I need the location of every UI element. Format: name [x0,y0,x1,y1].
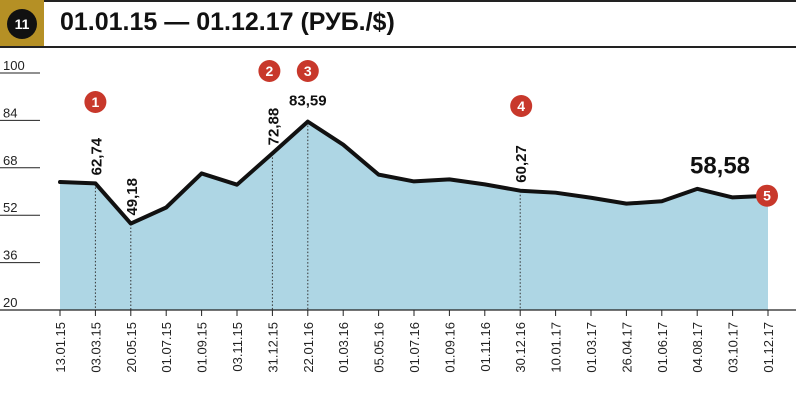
y-tick-label: 36 [3,248,17,263]
marker-number: 1 [92,94,100,110]
x-tick-label: 13.01.15 [53,322,68,373]
x-tick-label: 01.09.16 [442,322,457,373]
marker-badge [756,184,778,207]
x-tick-label: 05.05.16 [372,322,387,373]
y-tick-label: 84 [3,105,17,120]
data-label: 83,59 [289,93,327,110]
header-top-rule [44,0,796,2]
chart-title: 01.01.15 — 01.12.17 (РУБ./$) [60,8,395,36]
x-tick-label: 01.12.17 [761,322,776,373]
header-bottom-rule [0,46,796,48]
data-label: 60,27 [513,145,530,183]
marker-badge [510,95,533,117]
x-tick-label: 01.03.16 [336,322,351,373]
x-tick-label: 01.07.16 [407,322,422,373]
y-tick-label: 20 [3,295,17,310]
marker-number: 3 [304,63,312,79]
y-tick-label: 100 [3,58,25,73]
x-tick-label: 10.01.17 [549,322,564,373]
data-label: 58,58 [690,153,750,180]
x-tick-label: 03.11.15 [230,322,245,372]
x-tick-label: 01.11.16 [478,322,493,372]
y-tick-label: 52 [3,200,17,215]
y-tick-label: 68 [3,153,17,168]
x-tick-label: 01.07.15 [159,322,174,373]
chart-number: 11 [7,9,37,39]
x-tick-label: 01.03.17 [584,322,599,373]
x-tick-label: 03.10.17 [726,322,741,373]
marker-number: 4 [517,98,525,114]
x-tick-label: 31.12.15 [265,322,280,373]
series-line [58,119,770,226]
x-tick-label: 03.03.15 [88,322,103,373]
marker-badge [84,91,107,113]
marker-badge [258,60,281,82]
x-tick-label: 01.09.15 [195,322,210,373]
chart-number-badge: 11 [0,0,44,48]
marker-number: 5 [763,188,771,204]
area-fill [60,121,768,310]
marker-badge [296,60,319,82]
chart-header: 11 01.01.15 — 01.12.17 (РУБ./$) [0,0,796,48]
x-tick-label: 26.04.17 [619,322,634,373]
data-label: 49,18 [124,178,141,216]
x-tick-label: 01.06.17 [655,322,670,373]
data-label: 72,88 [265,108,282,146]
marker-number: 2 [266,63,274,79]
data-label: 62,74 [88,137,105,175]
x-tick-label: 20.05.15 [124,322,139,373]
x-tick-label: 22.01.16 [301,322,316,373]
x-tick-label: 04.08.17 [690,322,705,373]
x-tick-label: 30.12.16 [513,322,528,373]
